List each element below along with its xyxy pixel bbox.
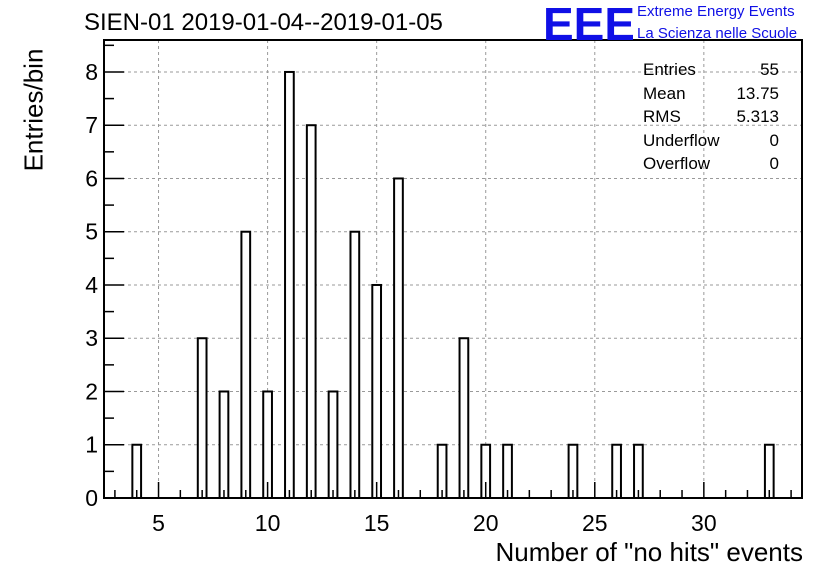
y-tick-label: 8 [85, 59, 98, 85]
plot-frame [103, 39, 803, 499]
y-tick-label: 0 [85, 485, 98, 511]
stat-value: 0 [769, 130, 779, 150]
y-tick-label: 4 [85, 272, 98, 298]
eee-logo-mark: EEE [543, 2, 633, 46]
eee-logo: EEE [543, 2, 633, 46]
histogram-title: SIEN-01 2019-01-04--2019-01-05 [84, 9, 443, 36]
y-tick-label: 5 [85, 219, 98, 245]
stat-row-rms: RMS 5.313 [643, 107, 779, 131]
axis-ticks [104, 44, 792, 499]
stat-label: Entries [643, 60, 696, 79]
x-tick-label: 15 [364, 510, 390, 536]
x-tick-label: 10 [255, 510, 281, 536]
y-tick-label: 2 [85, 378, 98, 404]
logo-tagline-1: Extreme Energy Events [637, 3, 795, 20]
stats-box: Entries 55 Mean 13.75 RMS 5.313 Underflo… [643, 60, 779, 178]
stat-label: RMS [643, 107, 681, 126]
x-tick-label: 30 [691, 510, 717, 536]
x-axis-label: Number of "no hits" events [495, 537, 804, 567]
y-tick-label: 6 [85, 165, 98, 191]
x-tick-label: 5 [152, 510, 165, 536]
stat-value: 0 [769, 154, 779, 173]
stat-value: 5.313 [736, 107, 779, 126]
x-tick-label: 25 [582, 510, 608, 536]
stat-row-mean: Mean 13.75 [643, 84, 779, 108]
histogram-bar [196, 337, 208, 499]
stat-row-overflow: Overflow 0 [643, 154, 779, 178]
stat-row-underflow: Underflow 0 [643, 131, 779, 155]
y-tick-label: 7 [85, 112, 98, 138]
histogram-bar [458, 337, 470, 499]
histogram-bar [349, 230, 361, 500]
stat-label: Overflow [643, 154, 711, 173]
x-tick-label: 20 [473, 510, 499, 536]
histogram-bar [371, 283, 383, 499]
stat-label: Mean [643, 83, 686, 103]
y-axis-label: Entries/bin [18, 48, 49, 172]
stat-row-entries: Entries 55 [643, 60, 779, 84]
y-tick-label: 3 [85, 325, 98, 351]
histogram-bar [393, 177, 404, 499]
axis-tick-labels: 5 10 15 20 25 30 0 1 2 3 4 5 6 7 8 [85, 59, 716, 536]
stat-value: 13.75 [736, 83, 779, 103]
histogram-bar [305, 124, 317, 500]
histogram-bar [240, 230, 252, 500]
logo-tagline-2: La Scienza nelle Scuole [637, 25, 798, 42]
histogram-bar [327, 390, 339, 499]
histogram-bar [218, 390, 230, 499]
stat-label: Underflow [643, 130, 720, 150]
stat-value: 55 [760, 60, 779, 79]
histogram-bar [284, 70, 295, 499]
y-tick-label: 1 [85, 432, 98, 458]
